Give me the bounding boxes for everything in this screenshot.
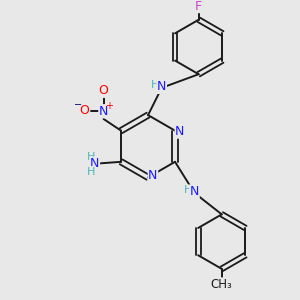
Text: N: N: [99, 105, 108, 118]
Text: F: F: [195, 0, 202, 13]
Text: N: N: [90, 157, 100, 170]
Text: N: N: [148, 169, 158, 182]
Text: −: −: [74, 100, 82, 110]
Text: H: H: [184, 185, 192, 195]
Text: +: +: [105, 101, 113, 111]
Text: N: N: [157, 80, 166, 93]
Text: CH₃: CH₃: [211, 278, 232, 291]
Text: H: H: [87, 152, 95, 162]
Text: H: H: [151, 80, 159, 90]
Text: O: O: [99, 84, 109, 97]
Text: O: O: [79, 104, 89, 117]
Text: H: H: [87, 167, 95, 176]
Text: N: N: [190, 185, 199, 199]
Text: N: N: [175, 125, 184, 138]
